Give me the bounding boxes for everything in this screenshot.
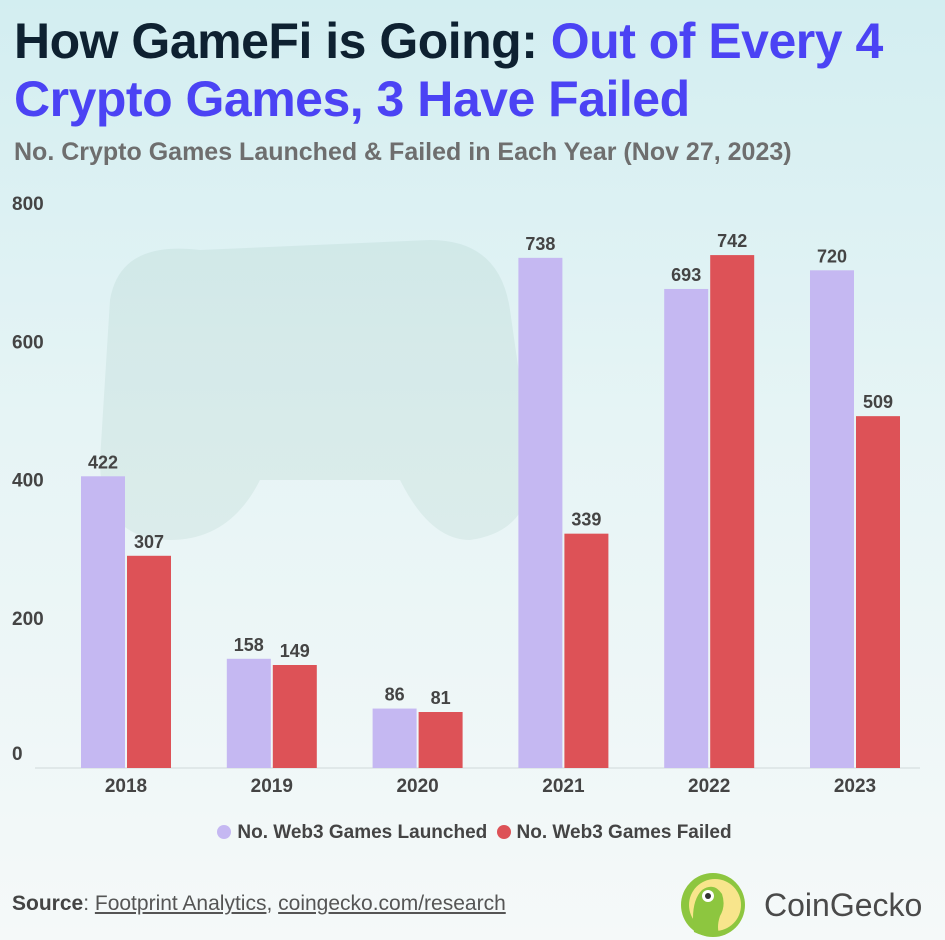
controller-watermark: [100, 240, 532, 540]
bar-failed-2023: [856, 416, 900, 768]
data-label: 149: [280, 641, 310, 661]
source-sep: :: [83, 892, 95, 915]
title-highlight: Out of Every 4 Crypto Games, 3 Have Fail…: [14, 13, 883, 127]
data-label: 339: [571, 510, 601, 530]
y-tick-label: 200: [12, 609, 44, 630]
y-tick-label: 0: [12, 744, 23, 765]
footprint-link[interactable]: Footprint Analytics: [94, 892, 267, 915]
title-main: How GameFi is Going:: [14, 13, 551, 69]
legend: No. Web3 Games Launched No. Web3 Games F…: [0, 822, 945, 844]
x-tick-label: 2018: [105, 776, 147, 797]
data-label: 307: [134, 532, 164, 552]
data-label: 81: [431, 688, 451, 708]
coingecko-research-link[interactable]: coingecko.com/research: [278, 892, 506, 915]
bar-launched-2018: [81, 476, 125, 768]
y-tick-label: 800: [12, 194, 44, 215]
x-tick-label: 2020: [396, 776, 438, 797]
y-tick-label: 400: [12, 471, 44, 492]
legend-launched-label: No. Web3 Games Launched: [237, 822, 488, 843]
bar-failed-2018: [127, 555, 171, 768]
bar-failed-2021: [564, 533, 609, 768]
data-label: 509: [863, 392, 893, 412]
data-label: 738: [525, 234, 555, 254]
data-label: 720: [817, 246, 847, 266]
bar-launched-2021: [518, 257, 563, 768]
x-tick-label: 2022: [688, 776, 730, 797]
source-line: Source: Footprint Analytics, coingecko.c…: [12, 892, 506, 916]
bar-failed-2022: [710, 255, 755, 768]
bar-launched-2022: [664, 288, 709, 768]
bar-failed-2019: [272, 665, 317, 768]
data-label: 422: [88, 452, 118, 472]
legend-launched-swatch: [217, 825, 232, 839]
data-label: 693: [671, 265, 701, 285]
bar-failed-2020: [418, 712, 463, 768]
bars: 422 307 2018 158 149 2019 86 81 2020 738 339 2021 69…: [81, 231, 900, 797]
source-comma: ,: [266, 892, 279, 915]
subtitle: No. Crypto Games Launched & Failed in Ea…: [14, 138, 792, 166]
source-label: Source: [12, 892, 84, 915]
data-label: 158: [234, 635, 264, 655]
coingecko-logo: CoinGecko: [680, 872, 922, 938]
y-axis: 0 200 400 600 800: [12, 194, 44, 765]
brand-name: CoinGecko: [764, 886, 923, 923]
bar-launched-2019: [226, 658, 271, 768]
bar-launched-2020: [372, 708, 417, 768]
y-tick-label: 600: [12, 332, 44, 353]
data-label: 742: [717, 231, 747, 251]
legend-failed-swatch: [496, 825, 511, 839]
legend-failed-label: No. Web3 Games Failed: [516, 822, 732, 843]
gecko-icon: [681, 873, 745, 937]
x-tick-label: 2023: [834, 776, 876, 797]
bar-launched-2023: [810, 270, 854, 768]
x-tick-label: 2019: [251, 776, 293, 797]
x-tick-label: 2021: [542, 776, 585, 797]
page-title: How GameFi is Going: Out of Every 4 Cryp…: [14, 12, 934, 128]
data-label: 86: [385, 685, 405, 705]
